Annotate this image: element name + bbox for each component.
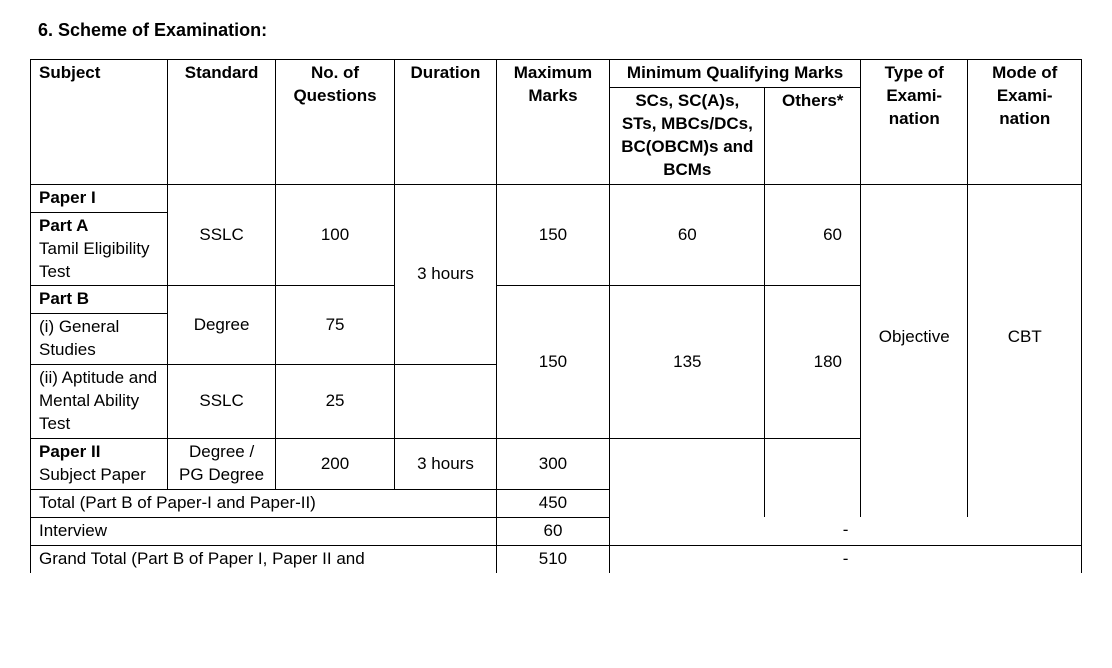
cell-partB-ii-dur [395,365,497,439]
col-min-qual: Minimum Qualifying Marks [610,60,861,88]
cell-partB-ii-desc: (ii) Aptitude and Mental Ability Test [31,365,168,439]
cell-partB-i-num: 75 [275,286,394,365]
cell-paper2-dur: 3 hours [395,439,497,490]
row-interview: Interview 60 - [31,517,1082,545]
cell-paper2-min2 [765,439,861,490]
cell-interview-max: 60 [496,517,609,545]
paper2-label: Paper II [39,442,100,461]
cell-partA-subject: Part A Tamil Eligibility Test [31,212,168,286]
cell-type: Objective [860,184,967,489]
cell-partB-i-desc: (i) General Studies [31,314,168,365]
cell-paper2-subject: Paper II Subject Paper [31,439,168,490]
cell-partA-duration: 3 hours [395,184,497,365]
cell-interview-dash: - [610,517,1082,545]
col-duration: Duration [395,60,497,185]
cell-partA-num: 100 [275,184,394,286]
cell-partA-min1: 60 [610,184,765,286]
row-paper1: Paper I SSLC 100 3 hours 150 60 60 Objec… [31,184,1082,212]
col-type-exam: Type of Exami-nation [860,60,967,185]
cell-total-e1 [610,489,765,517]
cell-partB-min1: 135 [610,286,765,439]
col-subject: Subject [31,60,168,185]
row-total: Total (Part B of Paper-I and Paper-II) 4… [31,489,1082,517]
col-max-marks: Maximum Marks [496,60,609,185]
cell-paper2-num: 200 [275,439,394,490]
cell-total-e2 [765,489,861,517]
col-num-questions: No. of Questions [275,60,394,185]
cell-partB-min2: 180 [765,286,861,439]
cell-paper2-min1 [610,439,765,490]
cell-grand-max: 510 [496,545,609,572]
cell-total-label: Total (Part B of Paper-I and Paper-II) [31,489,497,517]
cell-total-e3 [860,489,967,517]
cell-partB-ii-standard: SSLC [168,365,275,439]
cell-mode: CBT [968,184,1082,489]
col-min-scs: SCs, SC(A)s, STs, MBCs/DCs, BC(OBCM)s an… [610,87,765,184]
paper2-desc: Subject Paper [39,465,146,484]
section-title: 6. Scheme of Examination: [38,20,1082,41]
cell-total-max: 450 [496,489,609,517]
cell-paper2-standard: Degree / PG Degree [168,439,275,490]
cell-partA-max: 150 [496,184,609,286]
header-row-1: Subject Standard No. of Questions Durati… [31,60,1082,88]
exam-scheme-table: Subject Standard No. of Questions Durati… [30,59,1082,573]
col-min-others: Others* [765,87,861,184]
partA-label: Part A [39,216,88,235]
cell-partB-subject: Part B [31,286,168,314]
cell-paper2-max: 300 [496,439,609,490]
cell-partB-ii-num: 25 [275,365,394,439]
cell-partB-i-standard: Degree [168,286,275,365]
cell-paper1: Paper I [31,184,168,212]
row-grand-total: Grand Total (Part B of Paper I, Paper II… [31,545,1082,572]
cell-partA-standard: SSLC [168,184,275,286]
partA-desc: Tamil Eligibility Test [39,239,150,281]
cell-partB-max: 150 [496,286,609,439]
col-standard: Standard [168,60,275,185]
cell-partA-min2: 60 [765,184,861,286]
col-mode-exam: Mode of Exami-nation [968,60,1082,185]
cell-grand-dash: - [610,545,1082,572]
cell-grand-label: Grand Total (Part B of Paper I, Paper II… [31,545,497,572]
cell-total-e4 [968,489,1082,517]
cell-interview-label: Interview [31,517,497,545]
